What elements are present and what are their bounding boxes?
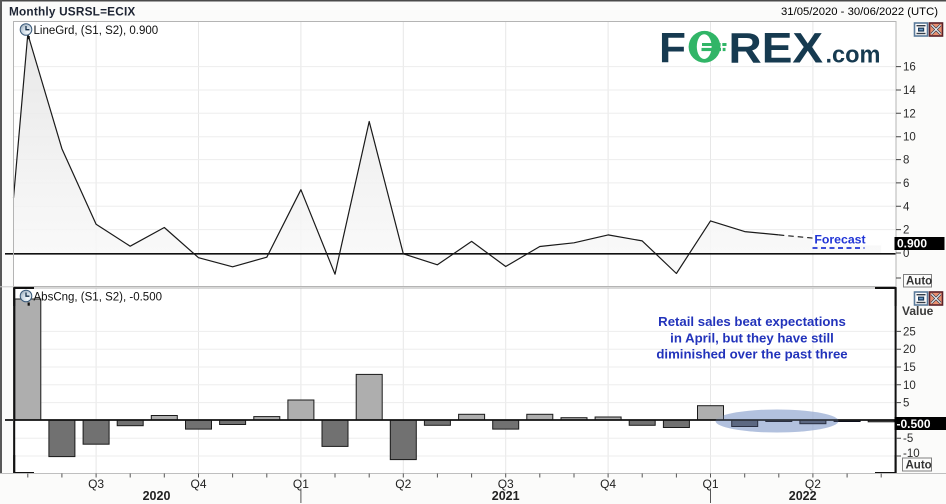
svg-text:10: 10: [903, 132, 916, 144]
svg-text:F: F: [659, 25, 686, 73]
svg-text:Q4: Q4: [600, 477, 616, 491]
svg-text:25: 25: [903, 326, 916, 338]
svg-text:.com: .com: [826, 42, 881, 69]
svg-text:20: 20: [903, 344, 916, 356]
svg-text:2021: 2021: [492, 489, 520, 503]
svg-text:10: 10: [903, 380, 916, 392]
svg-text:diminished over the past three: diminished over the past three: [656, 347, 847, 362]
svg-text:0: 0: [903, 248, 909, 260]
svg-text:Q1: Q1: [293, 477, 309, 491]
svg-text:2: 2: [903, 225, 909, 237]
svg-text:in April, but they have still: in April, but they have still: [670, 330, 834, 345]
svg-text:Q3: Q3: [498, 477, 514, 491]
svg-text:14: 14: [903, 85, 916, 97]
svg-text:AbsCng, (S1, S2), -0.500: AbsCng, (S1, S2), -0.500: [34, 292, 162, 304]
svg-text:15: 15: [903, 362, 916, 374]
svg-text:Q1: Q1: [702, 477, 718, 491]
svg-text:Q2: Q2: [805, 477, 821, 491]
svg-text:31/05/2020 - 30/06/2022 (UTC): 31/05/2020 - 30/06/2022 (UTC): [781, 6, 938, 18]
svg-text:4: 4: [903, 201, 910, 213]
svg-text:12: 12: [903, 108, 916, 120]
svg-text:2020: 2020: [143, 489, 171, 503]
svg-text:8: 8: [903, 155, 909, 167]
svg-text:-5: -5: [903, 433, 913, 445]
svg-text:-0.500: -0.500: [897, 417, 931, 431]
svg-text:Value: Value: [902, 304, 934, 318]
svg-text:Q3: Q3: [88, 477, 104, 491]
svg-text:6: 6: [903, 178, 909, 190]
svg-text:REX: REX: [729, 25, 824, 73]
svg-text:Q4: Q4: [190, 477, 206, 491]
svg-text:Retail sales beat expectations: Retail sales beat expectations: [658, 314, 846, 329]
svg-text:Forecast: Forecast: [814, 233, 865, 247]
svg-text:Auto: Auto: [906, 460, 932, 472]
svg-text:5: 5: [903, 398, 909, 410]
svg-text:2022: 2022: [789, 489, 817, 503]
svg-text:Monthly USRSL=ECIX: Monthly USRSL=ECIX: [9, 5, 136, 19]
svg-text:Auto: Auto: [906, 276, 932, 288]
svg-text:LineGrd, (S1, S2), 0.900: LineGrd, (S1, S2), 0.900: [34, 25, 159, 37]
svg-text:0.900: 0.900: [897, 237, 927, 251]
svg-text:-10: -10: [903, 448, 920, 460]
svg-text:Q2: Q2: [395, 477, 411, 491]
svg-text:16: 16: [903, 62, 916, 74]
